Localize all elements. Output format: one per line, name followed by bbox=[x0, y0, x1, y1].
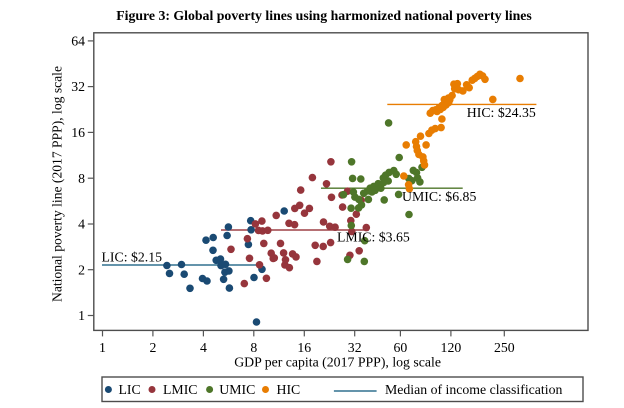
svg-text:UMIC: UMIC bbox=[219, 382, 255, 397]
svg-text:2: 2 bbox=[149, 340, 156, 355]
svg-text:16: 16 bbox=[297, 340, 311, 355]
svg-text:1: 1 bbox=[78, 308, 85, 323]
svg-text:LIC: $2.15: LIC: $2.15 bbox=[102, 250, 163, 265]
svg-text:250: 250 bbox=[494, 340, 515, 355]
svg-text:UMIC: $6.85: UMIC: $6.85 bbox=[402, 189, 476, 204]
svg-text:8: 8 bbox=[250, 340, 257, 355]
svg-text:Median of income classificatio: Median of income classification bbox=[385, 382, 562, 397]
svg-text:64: 64 bbox=[71, 34, 85, 49]
svg-text:16: 16 bbox=[71, 125, 85, 140]
svg-text:HIC: $24.35: HIC: $24.35 bbox=[467, 105, 536, 120]
svg-text:LIC: LIC bbox=[119, 382, 141, 397]
svg-text:32: 32 bbox=[348, 340, 362, 355]
svg-text:LMIC: LMIC bbox=[163, 382, 198, 397]
svg-text:1: 1 bbox=[99, 340, 106, 355]
svg-text:60: 60 bbox=[394, 340, 408, 355]
svg-text:4: 4 bbox=[78, 217, 85, 232]
svg-text:2: 2 bbox=[78, 262, 85, 277]
svg-text:32: 32 bbox=[71, 79, 85, 94]
svg-text:Figure 3: Global poverty lines: Figure 3: Global poverty lines using har… bbox=[116, 8, 532, 23]
svg-text:GDP per capita (2017 PPP), log: GDP per capita (2017 PPP), log scale bbox=[234, 355, 441, 371]
svg-text:120: 120 bbox=[441, 340, 462, 355]
svg-text:National poverty line (2017 PP: National poverty line (2017 PPP), log sc… bbox=[50, 66, 66, 302]
svg-text:LMIC: $3.65: LMIC: $3.65 bbox=[337, 229, 410, 244]
svg-text:4: 4 bbox=[200, 340, 207, 355]
svg-text:8: 8 bbox=[78, 171, 85, 186]
svg-text:HIC: HIC bbox=[277, 382, 301, 397]
